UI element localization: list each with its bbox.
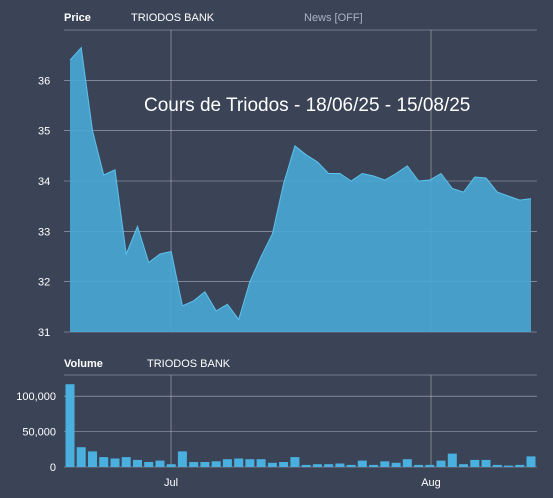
chart-overlay-title: Cours de Triodos - 18/06/25 - 15/08/25	[144, 95, 470, 116]
volume-bar	[200, 462, 210, 467]
price-panel-title: Price	[64, 12, 91, 24]
volume-bar	[369, 464, 379, 467]
volume-bar	[189, 462, 199, 467]
volume-bar	[481, 459, 491, 467]
volume-bar	[447, 453, 457, 467]
volume-bar	[279, 462, 289, 467]
x-tick-label: Aug	[421, 477, 441, 489]
volume-bar	[391, 462, 401, 467]
volume-bar	[526, 456, 536, 467]
volume-bar	[144, 462, 154, 467]
volume-panel-title: Volume	[64, 358, 103, 370]
volume-bar	[99, 457, 109, 467]
volume-bar	[492, 464, 502, 467]
volume-bars	[65, 384, 536, 467]
volume-bar	[436, 460, 446, 467]
volume-bar	[425, 464, 435, 467]
news-toggle-button[interactable]: News [OFF]	[304, 12, 363, 24]
price-instrument-name: TRIODOS BANK	[131, 12, 215, 24]
volume-bar	[76, 447, 86, 467]
x-tick-label: Jul	[164, 477, 178, 489]
volume-y-tick-label: 50,000	[22, 427, 56, 439]
volume-bar	[459, 464, 468, 467]
volume-bar	[324, 464, 334, 467]
volume-bar	[267, 462, 277, 467]
volume-instrument-name: TRIODOS BANK	[147, 358, 231, 370]
volume-bar	[256, 459, 266, 467]
volume-gridlines	[64, 374, 537, 468]
price-y-tick-label: 35	[38, 126, 50, 138]
price-y-tick-label: 36	[38, 75, 50, 87]
volume-bar	[312, 464, 322, 467]
volume-bar	[504, 465, 513, 467]
volume-bar	[357, 460, 367, 467]
volume-bar	[121, 457, 131, 467]
price-y-tick-label: 32	[38, 277, 50, 289]
volume-bar	[234, 458, 244, 467]
volume-y-tick-label: 100,000	[16, 391, 56, 403]
price-y-tick-label: 33	[38, 226, 50, 238]
volume-bar	[402, 459, 412, 467]
volume-bar	[88, 451, 97, 467]
volume-bar	[177, 451, 187, 467]
volume-bar	[133, 459, 142, 467]
price-line	[69, 46, 532, 321]
price-y-axis: 31 32 33 34 35 36	[38, 75, 50, 339]
volume-bar	[65, 384, 75, 467]
volume-bar	[290, 457, 300, 467]
volume-bar	[110, 458, 120, 467]
volume-bar	[414, 464, 424, 467]
volume-bar	[155, 460, 165, 467]
price-area	[70, 47, 531, 332]
volume-bar	[335, 463, 345, 467]
volume-bar	[470, 459, 480, 467]
volume-y-tick-label: 0	[50, 462, 56, 474]
price-y-tick-label: 31	[38, 327, 50, 339]
volume-bar	[346, 464, 356, 467]
x-axis: Jul Aug	[164, 477, 441, 489]
volume-bar	[245, 459, 255, 467]
volume-bar	[211, 461, 221, 467]
volume-bar	[222, 459, 232, 467]
volume-bar	[515, 464, 525, 467]
volume-bar	[166, 464, 176, 467]
volume-y-axis: 0 50,000 100,000	[16, 391, 56, 474]
volume-bar	[301, 464, 311, 467]
price-y-tick-label: 34	[38, 176, 50, 188]
volume-bar	[380, 461, 390, 467]
